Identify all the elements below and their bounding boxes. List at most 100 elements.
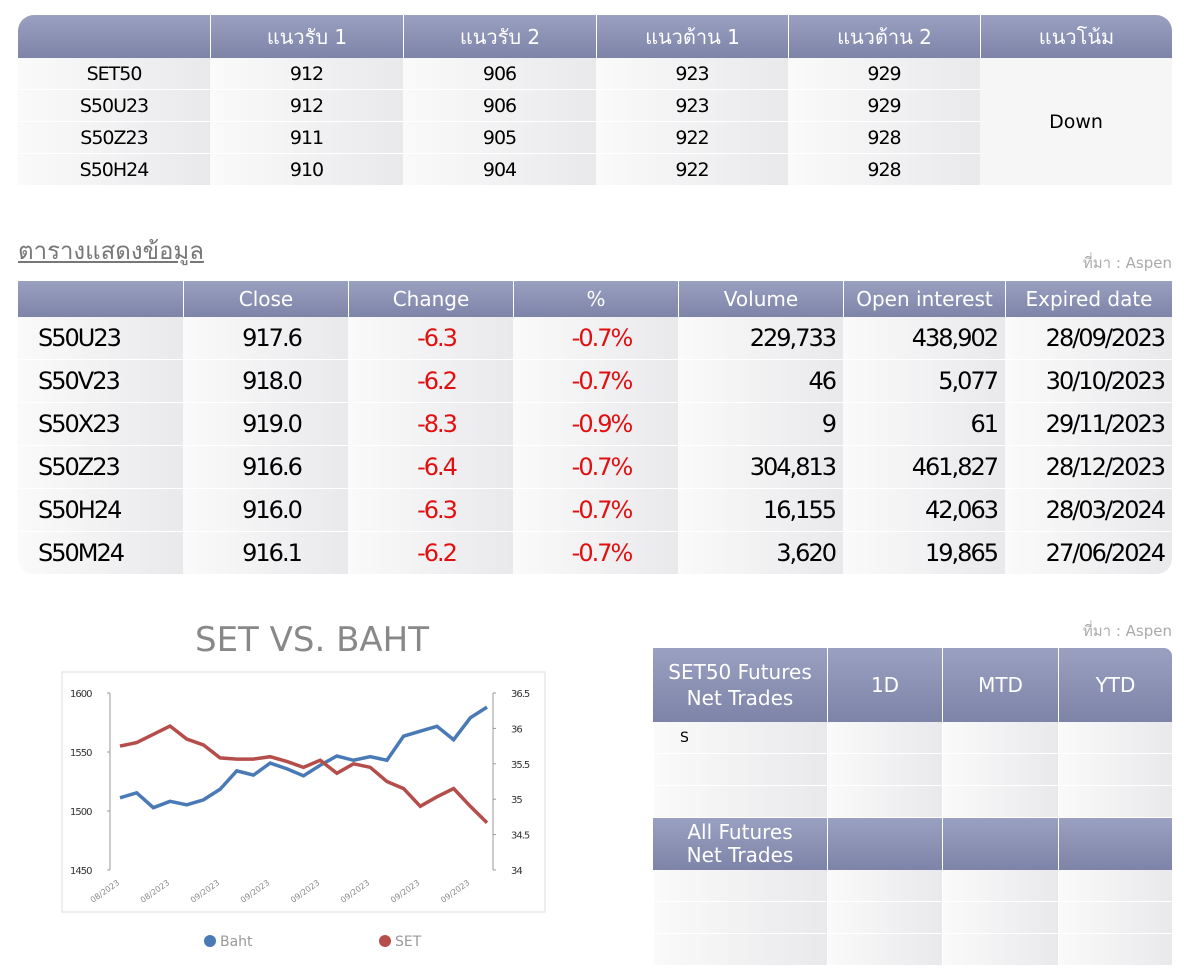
row-label: S50U23 (18, 317, 183, 360)
column-header: YTD (1058, 648, 1172, 722)
y-tick-label: 1550 (70, 748, 92, 759)
row-label: S50M24 (18, 532, 183, 575)
empty-cell (1058, 722, 1172, 754)
series-line (119, 723, 489, 825)
empty-cell (942, 722, 1058, 754)
column-header: 1D (827, 648, 942, 722)
value-cell: 438,902 (843, 317, 1005, 360)
row-label: S50H24 (18, 154, 210, 186)
column-header: แนวต้าน 2 (788, 15, 980, 58)
y2-tick-label: 35 (511, 795, 522, 806)
row-label: S50Z23 (18, 446, 183, 489)
column-header: MTD (942, 648, 1058, 722)
legend-marker (204, 935, 216, 947)
empty-cell (942, 902, 1058, 934)
value-cell: -6.4 (348, 446, 513, 489)
source: ที่มา : Aspen (1082, 622, 1172, 640)
value-cell: 30/10/2023 (1005, 360, 1172, 403)
y2-tick-label: 34.5 (511, 831, 530, 842)
section-header (827, 818, 942, 870)
value-cell: 906 (403, 58, 596, 90)
value-cell: -8.3 (348, 403, 513, 446)
value-cell: 27/06/2024 (1005, 532, 1172, 575)
value-cell: 5,077 (843, 360, 1005, 403)
column-header: SET50 Futures Net Trades (653, 648, 827, 722)
empty-cell (653, 722, 827, 754)
value-cell: 16,155 (678, 489, 843, 532)
empty-cell (653, 754, 827, 786)
value-cell: 461,827 (843, 446, 1005, 489)
value-cell: -0.7% (513, 317, 678, 360)
section-header (1058, 818, 1172, 870)
legend-label: SET (395, 934, 422, 950)
value-cell: 29/11/2023 (1005, 403, 1172, 446)
value-cell: 916.1 (183, 532, 348, 575)
y-tick-label: 1600 (70, 689, 92, 700)
value-cell: -6.3 (348, 489, 513, 532)
value-cell: 923 (596, 58, 788, 90)
column-header: % (513, 281, 678, 317)
value-cell: 28/09/2023 (1005, 317, 1172, 360)
value-cell: -0.9% (513, 403, 678, 446)
column-header: Close (183, 281, 348, 317)
empty-cell (653, 786, 827, 818)
row-label: S50U23 (18, 90, 210, 122)
value-cell: 929 (788, 58, 980, 90)
empty-cell (653, 934, 827, 966)
y2-tick-label: 36 (511, 724, 522, 735)
trend-cell: Down (980, 58, 1172, 186)
value-cell: 919.0 (183, 403, 348, 446)
empty-cell (942, 786, 1058, 818)
row-label: S (680, 730, 689, 746)
chart: 14501500155016003434.53535.53636.508/202… (61, 671, 546, 950)
series-line (119, 705, 488, 810)
empty-cell (1058, 754, 1172, 786)
section-title: ตารางแสดงข้อมูล (18, 236, 204, 265)
value-cell: 229,733 (678, 317, 843, 360)
value-cell: 61 (843, 403, 1005, 446)
empty-cell (942, 754, 1058, 786)
value-cell: 905 (403, 122, 596, 154)
row-label: SET50 (18, 58, 210, 90)
value-cell: 928 (788, 154, 980, 186)
header-corner (18, 281, 183, 317)
value-cell: 917.6 (183, 317, 348, 360)
column-header: แนวโน้ม (980, 15, 1172, 58)
value-cell: 3,620 (678, 532, 843, 575)
value-cell: 912 (210, 58, 403, 90)
value-cell: 918.0 (183, 360, 348, 403)
value-cell: 42,063 (843, 489, 1005, 532)
header-corner (18, 15, 210, 58)
section-header: All Futures Net Trades (653, 818, 827, 870)
chart-title: SET VS. BAHT (194, 620, 429, 660)
value-cell: 929 (788, 90, 980, 122)
value-cell: 904 (403, 154, 596, 186)
column-header: แนวต้าน 1 (596, 15, 788, 58)
empty-cell (1058, 786, 1172, 818)
value-cell: -6.2 (348, 532, 513, 575)
value-cell: 910 (210, 154, 403, 186)
value-cell: 28/12/2023 (1005, 446, 1172, 489)
row-label: S50Z23 (18, 122, 210, 154)
empty-cell (827, 934, 942, 966)
legend-marker (379, 935, 391, 947)
empty-cell (827, 722, 942, 754)
value-cell: -6.3 (348, 317, 513, 360)
column-header: Expired date (1005, 281, 1172, 317)
value-cell: -0.7% (513, 532, 678, 575)
y-tick-label: 1500 (70, 807, 92, 818)
value-cell: 912 (210, 90, 403, 122)
empty-cell (827, 902, 942, 934)
source: ที่มา : Aspen (1082, 254, 1172, 272)
column-header: แนวรับ 1 (210, 15, 403, 58)
plot-frame (61, 671, 546, 913)
empty-cell (827, 870, 942, 902)
value-cell: 916.6 (183, 446, 348, 489)
empty-cell (942, 934, 1058, 966)
empty-cell (942, 870, 1058, 902)
empty-cell (653, 870, 827, 902)
column-header: Change (348, 281, 513, 317)
value-cell: 928 (788, 122, 980, 154)
value-cell: 922 (596, 122, 788, 154)
